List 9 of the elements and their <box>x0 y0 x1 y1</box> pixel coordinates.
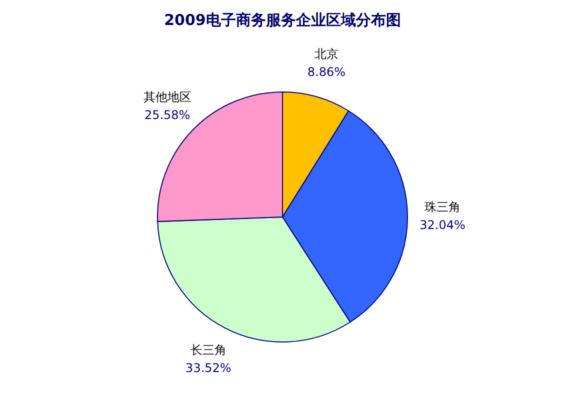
data-label: 33.52% <box>186 360 232 375</box>
data-label: 25.58% <box>144 108 190 122</box>
data-label: 32.04% <box>420 218 466 232</box>
slice-label: 长三角 <box>190 342 226 357</box>
slice-label: 珠三角 <box>424 200 460 214</box>
data-label: 8.86% <box>307 65 346 80</box>
slice-label: 其他地区 <box>143 90 192 104</box>
chart-title: 2009电子商务服务企业区域分布图 <box>164 11 401 30</box>
slice-label: 北京 <box>314 47 338 62</box>
